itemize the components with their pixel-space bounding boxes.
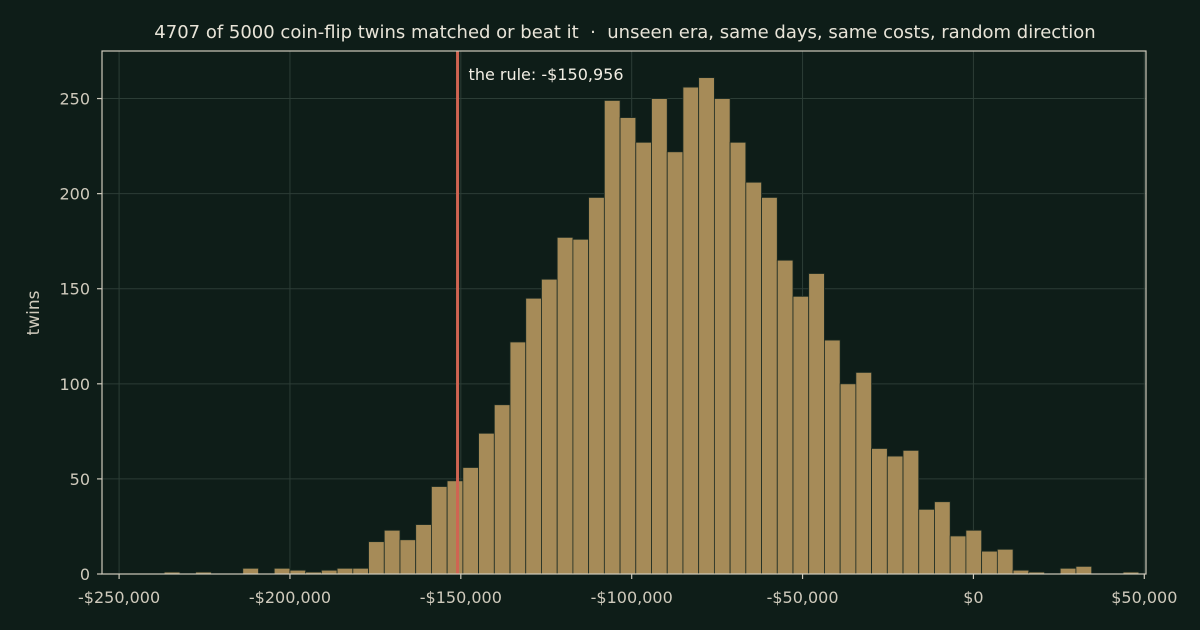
marker: the rule: -$150,956 xyxy=(456,51,624,574)
plot-frame xyxy=(101,50,1147,575)
histogram-bar xyxy=(824,339,841,575)
x-tick-label: $0 xyxy=(963,588,983,607)
histogram-bar xyxy=(918,508,935,575)
histogram-bar xyxy=(352,567,369,575)
histogram-bar xyxy=(808,273,825,575)
histogram-bar xyxy=(698,77,715,575)
histogram-bar xyxy=(934,501,951,575)
bars xyxy=(163,77,1140,575)
histogram-bar xyxy=(651,98,668,575)
y-tick-label: 200 xyxy=(59,185,90,204)
histogram-bar xyxy=(572,238,590,575)
y-axis-label: twins xyxy=(24,290,44,335)
histogram-bar xyxy=(981,550,998,575)
x-tick-label: -$250,000 xyxy=(78,588,160,607)
y-tick-label: 0 xyxy=(80,565,90,584)
histogram-bar xyxy=(949,535,967,575)
x-axis-ticks: -$250,000 -$200,000 -$150,000 -$100,000 -$50… xyxy=(78,574,1177,607)
histogram-bar xyxy=(965,529,983,575)
histogram-bar xyxy=(541,278,558,575)
histogram-bar xyxy=(415,524,432,575)
histogram-bar xyxy=(792,295,810,575)
histogram-bar xyxy=(745,181,762,575)
histogram-bar xyxy=(839,383,857,575)
x-tick-label: -$100,000 xyxy=(591,588,673,607)
x-tick-label: -$200,000 xyxy=(249,588,331,607)
chart-title: 4707 of 5000 coin-flip twins matched or … xyxy=(154,22,1095,43)
histogram-bar xyxy=(603,100,621,575)
histogram-bar xyxy=(509,341,527,575)
histogram-bar xyxy=(682,86,700,575)
y-tick-label: 150 xyxy=(59,280,90,299)
histogram-bar xyxy=(431,486,448,575)
y-tick-label: 250 xyxy=(59,90,90,109)
histogram-bar xyxy=(446,480,464,575)
histogram-bar xyxy=(336,567,354,575)
histogram-bar xyxy=(855,372,872,575)
histogram-bar xyxy=(761,197,778,575)
histogram-bar xyxy=(1059,567,1077,575)
histogram-bar xyxy=(525,297,542,575)
histogram-bar xyxy=(399,539,417,575)
histogram-bar xyxy=(556,236,574,575)
histogram-bar xyxy=(493,404,511,575)
histogram-bar xyxy=(713,98,731,575)
histogram-bar xyxy=(242,567,259,575)
y-axis-ticks: 0 50 100 150 200 250 xyxy=(59,90,102,584)
histogram-bar xyxy=(462,467,479,575)
histogram-bar xyxy=(886,455,904,575)
histogram-bar xyxy=(619,117,637,575)
histogram-bar xyxy=(902,449,920,575)
histogram-bar xyxy=(478,432,495,575)
histogram-bar xyxy=(776,259,794,575)
histogram-bar xyxy=(273,567,291,575)
histogram-bar xyxy=(383,529,401,575)
y-tick-label: 100 xyxy=(59,375,90,394)
histogram-bar xyxy=(666,151,684,575)
histogram-bar xyxy=(996,548,1014,575)
histogram-bar xyxy=(729,141,747,575)
histogram-bar xyxy=(871,448,888,575)
histogram-bar xyxy=(368,541,385,575)
histogram-bar xyxy=(588,197,605,575)
histogram-bar xyxy=(1075,565,1093,575)
rule-marker-label: the rule: -$150,956 xyxy=(469,65,624,84)
x-tick-label: -$50,000 xyxy=(767,588,839,607)
x-tick-label: -$150,000 xyxy=(420,588,502,607)
x-tick-label: $50,000 xyxy=(1111,588,1177,607)
y-tick-label: 50 xyxy=(70,470,90,489)
histogram-bar xyxy=(635,141,652,575)
